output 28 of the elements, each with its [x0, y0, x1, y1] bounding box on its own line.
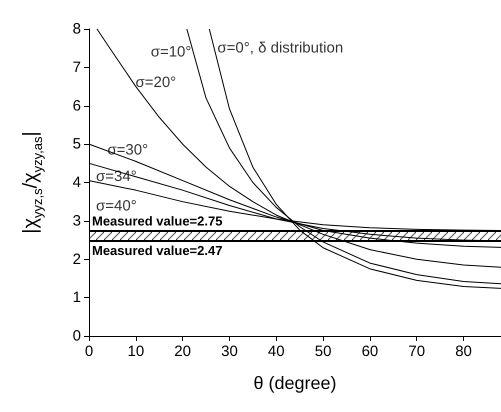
annotation: σ=40°	[96, 198, 137, 214]
x-tick-label: 70	[408, 343, 426, 360]
ref-line-label: Measured value=2.75	[92, 213, 222, 228]
x-axis-title: θ (degree)	[253, 373, 337, 393]
y-tick-label: 2	[72, 250, 81, 268]
annotation: σ=0°, δ distribution	[217, 40, 344, 57]
x-tick-label: 0	[84, 343, 94, 360]
x-tick-label: 30	[221, 343, 238, 360]
x-tick-label: 50	[314, 343, 332, 360]
y-tick-label: 4	[72, 174, 81, 191]
x-tick-label: 10	[127, 343, 144, 360]
y-tick-label: 5	[72, 136, 81, 153]
x-tick-label: 60	[362, 343, 378, 360]
ref-line-label: Measured value=2.47	[92, 243, 222, 258]
annotation: σ=20°	[135, 74, 176, 92]
x-tick-label: 20	[174, 343, 191, 360]
x-tick-label: 80	[455, 343, 472, 360]
y-tick-label: 7	[72, 58, 81, 76]
annotation: σ=30°	[107, 141, 148, 158]
y-tick-label: 8	[72, 20, 81, 38]
annotation: σ=34°	[96, 168, 137, 186]
y-tick-label: 6	[72, 97, 81, 114]
y-tick-label: 0	[72, 328, 81, 344]
y-tick-label: 1	[72, 289, 81, 306]
y-tick-label: 3	[72, 212, 81, 230]
x-tick-label: 40	[268, 343, 285, 360]
annotation: σ=10°	[150, 44, 192, 61]
y-axis-title: |χyyz,s/χyzy,as|	[20, 131, 45, 234]
